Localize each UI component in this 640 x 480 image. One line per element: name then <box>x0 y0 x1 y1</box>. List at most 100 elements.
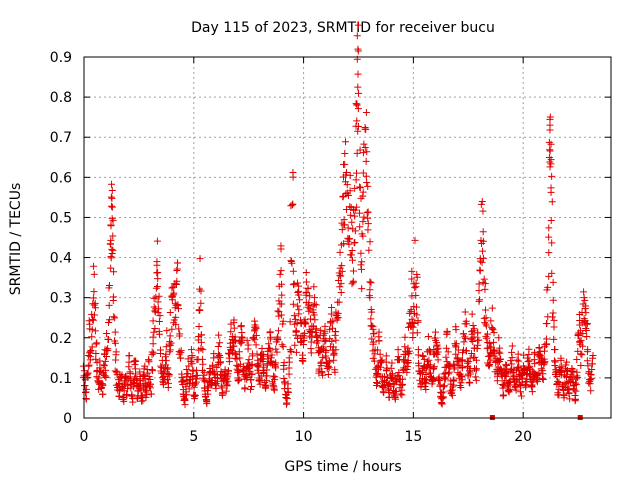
data-point <box>569 367 577 375</box>
data-point <box>337 280 345 288</box>
x-tick-label: 20 <box>514 429 532 445</box>
data-point <box>126 369 134 377</box>
data-point <box>474 341 482 349</box>
data-point <box>544 283 552 291</box>
data-point <box>549 313 557 321</box>
x-axis-ticks: 0 5 10 15 20 <box>80 57 532 445</box>
data-point <box>295 282 303 290</box>
data-point <box>107 264 115 272</box>
data-point <box>225 367 233 375</box>
data-point <box>589 352 597 360</box>
data-point <box>237 323 245 331</box>
data-point <box>450 376 458 384</box>
data-point <box>580 288 588 296</box>
data-point <box>217 358 225 366</box>
data-point <box>321 337 329 345</box>
data-point <box>572 380 580 388</box>
data-point <box>414 318 422 326</box>
data-point <box>349 256 357 264</box>
data-point <box>119 396 127 404</box>
data-point <box>557 356 565 364</box>
data-point <box>411 236 419 244</box>
data-point <box>408 275 416 283</box>
data-point <box>556 363 564 371</box>
data-point <box>100 362 108 370</box>
data-point <box>157 349 165 357</box>
data-point <box>434 356 442 364</box>
data-point <box>550 316 558 324</box>
data-point <box>165 372 173 380</box>
data-point <box>85 361 93 369</box>
data-point <box>394 346 402 354</box>
data-point <box>299 340 307 348</box>
data-point <box>290 280 298 288</box>
data-point <box>543 335 551 343</box>
data-point <box>338 267 346 275</box>
data-point <box>204 390 212 398</box>
data-point <box>353 101 361 109</box>
data-point <box>188 352 196 360</box>
data-point <box>332 336 340 344</box>
data-point <box>581 296 589 304</box>
data-point <box>251 321 259 329</box>
data-point <box>479 254 487 262</box>
data-point <box>210 354 218 362</box>
data-point <box>140 371 148 379</box>
data-point <box>216 339 224 347</box>
data-point <box>150 328 158 336</box>
data-point <box>461 333 469 341</box>
data-point <box>154 298 162 306</box>
data-point <box>475 280 483 288</box>
data-point <box>512 383 520 391</box>
data-point <box>359 169 367 177</box>
data-point <box>546 126 554 134</box>
data-point <box>482 334 490 342</box>
data-point <box>475 296 483 304</box>
data-point <box>545 249 553 257</box>
data-point <box>172 280 180 288</box>
data-point <box>560 394 568 402</box>
data-point <box>311 294 319 302</box>
data-point <box>414 351 422 359</box>
data-point <box>348 218 356 226</box>
data-point <box>500 391 508 399</box>
data-point <box>424 333 432 341</box>
data-point <box>423 358 431 366</box>
data-point <box>176 330 184 338</box>
data-point <box>472 376 480 384</box>
data-point <box>503 383 511 391</box>
data-point <box>346 171 354 179</box>
data-point <box>175 325 183 333</box>
data-point <box>327 310 335 318</box>
data-point <box>577 336 585 344</box>
data-point <box>256 380 264 388</box>
data-point <box>372 373 380 381</box>
data-point <box>270 386 278 394</box>
data-point <box>325 357 333 365</box>
data-point <box>340 240 348 248</box>
data-point <box>86 356 94 364</box>
data-point <box>188 360 196 368</box>
data-point <box>193 371 201 379</box>
data-point <box>353 203 361 211</box>
data-point <box>332 346 340 354</box>
data-point <box>292 348 300 356</box>
data-point <box>359 149 367 157</box>
data-point <box>482 314 490 322</box>
data-point <box>93 339 101 347</box>
data-point <box>361 124 369 132</box>
data-point <box>342 138 350 146</box>
y-tick-label: 0.9 <box>50 50 72 66</box>
data-point <box>408 267 416 275</box>
data-point <box>533 378 541 386</box>
data-point <box>230 336 238 344</box>
data-point <box>290 312 298 320</box>
data-point <box>566 374 574 382</box>
data-point <box>347 211 355 219</box>
data-point <box>457 383 465 391</box>
data-point <box>468 334 476 342</box>
data-point <box>391 395 399 403</box>
data-point <box>149 333 157 341</box>
data-point <box>100 361 108 369</box>
data-point <box>251 317 259 325</box>
